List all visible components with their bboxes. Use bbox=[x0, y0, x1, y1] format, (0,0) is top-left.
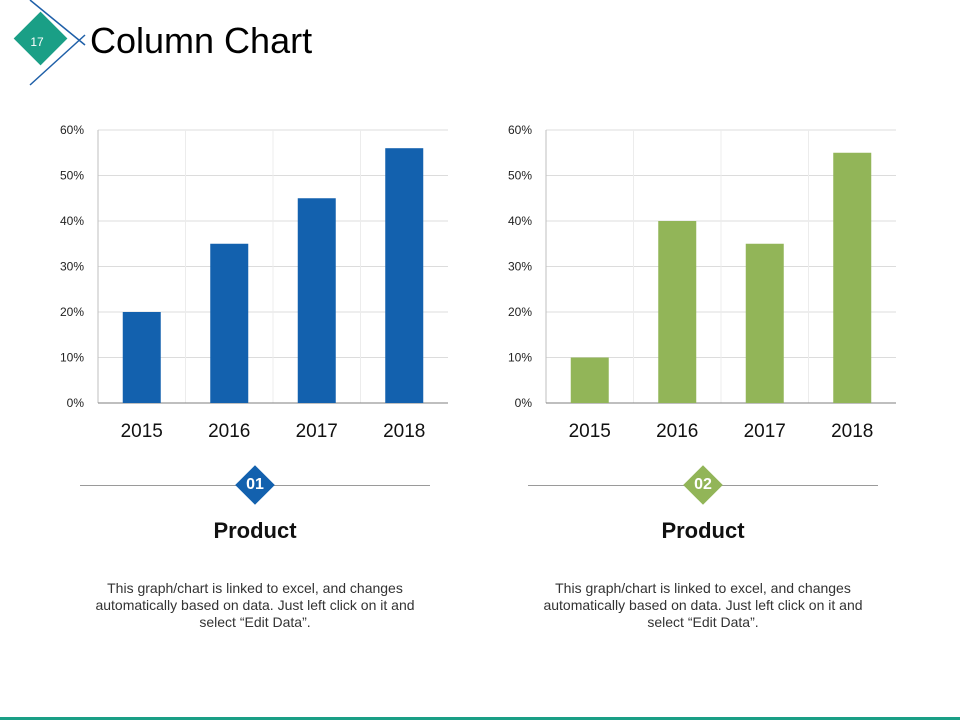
x-tick-label: 2018 bbox=[831, 421, 873, 442]
badge-diamond bbox=[13, 11, 68, 66]
y-tick-label: 30% bbox=[60, 260, 84, 274]
slide-number-badge: 17 bbox=[13, 0, 86, 86]
bar-2018[interactable] bbox=[385, 148, 424, 403]
y-tick-label: 40% bbox=[508, 214, 532, 228]
product-block-02: 02 Product This graph/chart is linked to… bbox=[528, 460, 878, 640]
badge-line-lower bbox=[29, 34, 86, 86]
product-block-01: 01 Product This graph/chart is linked to… bbox=[80, 460, 430, 640]
bar-2017[interactable] bbox=[297, 198, 336, 403]
y-tick-label: 10% bbox=[508, 351, 532, 365]
y-tick-label: 30% bbox=[508, 260, 532, 274]
column-chart-1[interactable]: 0% 10% 20% 30% 40% 50% 60% 2015 2016 2017 2018 bbox=[40, 110, 460, 450]
x-tick-label: 2016 bbox=[656, 421, 698, 442]
x-tick-label: 2017 bbox=[744, 421, 786, 442]
x-tick-label: 2017 bbox=[296, 421, 338, 442]
y-tick-label: 40% bbox=[60, 214, 84, 228]
bar-2018[interactable] bbox=[833, 152, 872, 403]
product-number: 01 bbox=[246, 476, 264, 493]
y-tick-label: 20% bbox=[60, 305, 84, 319]
product-title: Product bbox=[213, 518, 297, 543]
product-description: This graph/chart is linked to excel, and… bbox=[95, 580, 415, 630]
product-title: Product bbox=[661, 518, 745, 543]
bar-2016[interactable] bbox=[658, 221, 697, 403]
page-title: Column Chart bbox=[90, 20, 313, 61]
y-tick-label: 0% bbox=[67, 396, 85, 410]
y-tick-label: 60% bbox=[508, 123, 532, 137]
y-tick-label: 0% bbox=[515, 396, 533, 410]
x-tick-label: 2018 bbox=[383, 421, 425, 442]
product-number-badge: 01 bbox=[235, 465, 275, 505]
x-tick-label: 2015 bbox=[569, 421, 611, 442]
bottom-accent-rule bbox=[0, 717, 960, 720]
bar-2017[interactable] bbox=[745, 243, 784, 403]
bar-2016[interactable] bbox=[210, 243, 249, 403]
product-number-badge: 02 bbox=[683, 465, 723, 505]
y-tick-label: 20% bbox=[508, 305, 532, 319]
bar-2015[interactable] bbox=[122, 312, 161, 403]
product-description: This graph/chart is linked to excel, and… bbox=[543, 580, 863, 630]
y-tick-label: 10% bbox=[60, 351, 84, 365]
x-tick-label: 2015 bbox=[121, 421, 163, 442]
bar-2015[interactable] bbox=[570, 357, 609, 404]
x-tick-label: 2016 bbox=[208, 421, 250, 442]
slide-number: 17 bbox=[30, 35, 44, 49]
y-tick-label: 60% bbox=[60, 123, 84, 137]
column-chart-2[interactable]: 0% 10% 20% 30% 40% 50% 60% 2015 2016 2017 2018 bbox=[488, 110, 908, 450]
badge-line-upper bbox=[29, 0, 86, 46]
y-tick-label: 50% bbox=[508, 169, 532, 183]
y-tick-label: 50% bbox=[60, 169, 84, 183]
product-number: 02 bbox=[694, 476, 712, 493]
